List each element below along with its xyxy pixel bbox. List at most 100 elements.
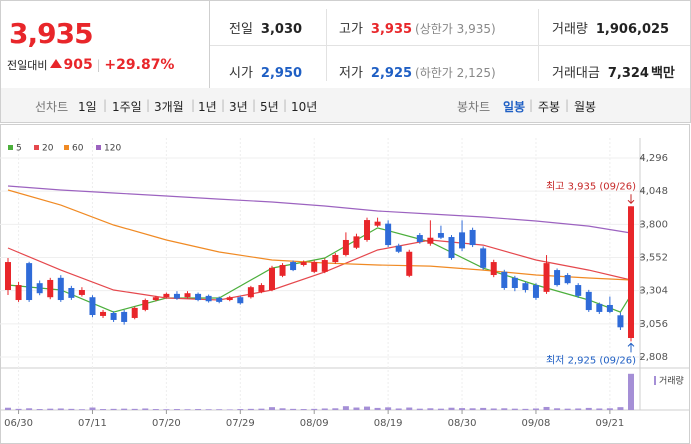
volume-bar	[532, 408, 539, 410]
separator: |	[221, 98, 226, 112]
candle-body	[501, 271, 508, 288]
volume-bar	[469, 408, 476, 410]
stat-label: 시가	[229, 66, 253, 81]
period-tab[interactable]: 1일	[78, 100, 97, 114]
candle-body	[311, 262, 318, 272]
volume-bar	[237, 409, 244, 410]
separator: |	[529, 98, 534, 112]
stat-unit: 백만	[650, 66, 675, 81]
candle-body	[490, 262, 497, 276]
stat: 거래량 1,906,025	[552, 18, 669, 37]
candle-body	[78, 289, 85, 295]
volume-bar	[416, 408, 423, 410]
volume-bar	[152, 409, 159, 410]
volume-bar	[247, 408, 254, 410]
volume-bar	[15, 408, 22, 410]
candle-body	[596, 303, 603, 312]
candle-body	[427, 237, 434, 244]
volume-bar	[26, 408, 33, 410]
volume-bar	[78, 409, 85, 410]
interval-tab[interactable]: 일봉	[503, 100, 526, 114]
period-tab[interactable]: 5년	[260, 100, 279, 114]
annotation: 최고 3,935 (09/26)	[546, 180, 636, 192]
x-tick-label: 08/30	[448, 418, 477, 429]
period-tab[interactable]: 1주일	[112, 100, 142, 114]
volume-bar	[216, 409, 223, 410]
up-arrow	[50, 59, 63, 68]
volume-bar	[490, 408, 497, 410]
volume-bar	[606, 408, 613, 410]
legend-swatch	[34, 145, 39, 150]
candle-body	[68, 287, 75, 298]
stat-value: 3,935	[370, 22, 413, 37]
change-amount: 905	[63, 57, 93, 73]
price-box: 3,935 전일대비 905 | +29.87%	[1, 1, 210, 88]
interval-tab[interactable]: 주봉	[538, 100, 561, 114]
candle-body	[437, 233, 444, 238]
period-tab[interactable]: 3개월	[154, 100, 184, 114]
stat-value: 3,030	[260, 22, 303, 37]
separator: |	[283, 98, 288, 112]
stat-label: 고가	[339, 22, 363, 37]
candle-body	[543, 263, 550, 292]
volume-bar	[184, 409, 191, 410]
candle-body	[173, 293, 180, 299]
candle-body	[585, 291, 592, 311]
volume-bar	[205, 409, 212, 410]
candle-body	[353, 236, 360, 248]
candle-body	[554, 270, 561, 286]
candle-body	[163, 293, 170, 298]
y-tick-label: 3,056	[639, 319, 668, 330]
stat: 전일 3,030	[229, 18, 302, 37]
y-tick-label: 2,808	[639, 352, 668, 363]
volume-bar	[522, 408, 529, 410]
divider	[326, 9, 327, 81]
stat-value: 2,925	[370, 66, 413, 81]
divider	[210, 45, 690, 46]
chart: 2,808 3,056 3,304 3,552 3,800 4,048 4,296 06/30…	[0, 124, 690, 444]
stat-value: 2,950	[260, 66, 303, 81]
legend-label: 20	[42, 144, 54, 154]
separator: |	[252, 98, 257, 112]
x-tick-label: 08/19	[374, 418, 403, 429]
ma-line	[7, 185, 632, 234]
change: 전일대비 905 | +29.87%	[7, 57, 174, 73]
y-tick-label: 3,800	[639, 219, 668, 230]
stat-note: (상한가 3,935)	[415, 22, 496, 36]
legend-swatch	[8, 145, 13, 150]
candle-body	[47, 279, 54, 298]
volume-bar	[353, 407, 360, 410]
volume-bar	[195, 409, 202, 410]
period-tab[interactable]: 3년	[229, 100, 248, 114]
volume-bar	[300, 409, 307, 410]
period-tab[interactable]: 10년	[291, 100, 318, 114]
current-price: 3,935	[9, 17, 94, 50]
annotation: 최저 2,925 (09/26)	[546, 354, 636, 366]
volume-bar	[374, 407, 381, 410]
candle-body	[226, 297, 233, 301]
volume-bar	[163, 409, 170, 410]
stat-label: 거래대금	[552, 66, 600, 81]
volume-bar	[68, 408, 75, 410]
stat-note: (하한가 2,125)	[415, 66, 496, 80]
candle-body	[152, 297, 159, 301]
x-tick-label: 07/11	[78, 418, 107, 429]
volume-bar	[501, 408, 508, 410]
candle-body	[57, 277, 64, 301]
volume-bar	[459, 408, 466, 410]
volume-bar	[131, 408, 138, 410]
candle-body	[237, 297, 244, 304]
volume-bar	[596, 408, 603, 410]
period-tab[interactable]: 1년	[198, 100, 217, 114]
candle-body	[290, 262, 297, 271]
y-tick-label: 4,048	[639, 186, 668, 197]
candle-body	[617, 315, 624, 328]
candle-body	[216, 297, 223, 302]
legend-label: 60	[72, 144, 84, 154]
x-tick-label: 07/20	[152, 418, 181, 429]
interval-tab[interactable]: 월봉	[574, 100, 597, 114]
stat: 저가 2,925 (하한가 2,125)	[339, 62, 496, 81]
volume-bar	[564, 408, 571, 410]
candle-body	[459, 232, 466, 249]
candle-body	[26, 263, 33, 301]
